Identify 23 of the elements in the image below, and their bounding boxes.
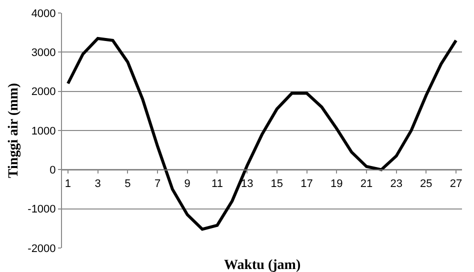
x-tick-label: 19: [330, 178, 343, 190]
x-tick-label: 5: [124, 178, 131, 190]
y-tick-label: -2000: [28, 242, 56, 255]
x-tick-label: 9: [184, 178, 190, 190]
x-tick-label: 11: [212, 178, 223, 190]
x-axis-title: Waktu (jam): [224, 258, 301, 272]
x-tick-label: 21: [360, 178, 373, 190]
y-tick-label: 2000: [31, 86, 56, 98]
x-tick-label: 25: [420, 178, 432, 190]
x-tick-label: 15: [270, 178, 284, 190]
x-tick-label: 17: [300, 178, 313, 190]
y-tick-label: 0: [50, 164, 56, 177]
y-axis-title: Tinggi air (mm): [6, 82, 22, 178]
x-tick-label: 1: [64, 178, 72, 190]
x-tick-label: 27: [450, 178, 462, 190]
x-tick-label: 7: [154, 178, 161, 190]
x-tick-label: 3: [94, 178, 101, 190]
y-tick-label: 3000: [31, 47, 56, 60]
y-tick-label: 1000: [31, 125, 56, 138]
y-tick-label: 4000: [31, 8, 56, 20]
x-tick-label: 23: [390, 178, 402, 190]
x-tick-label: 13: [240, 178, 254, 190]
y-tick-label: -1000: [28, 204, 56, 216]
